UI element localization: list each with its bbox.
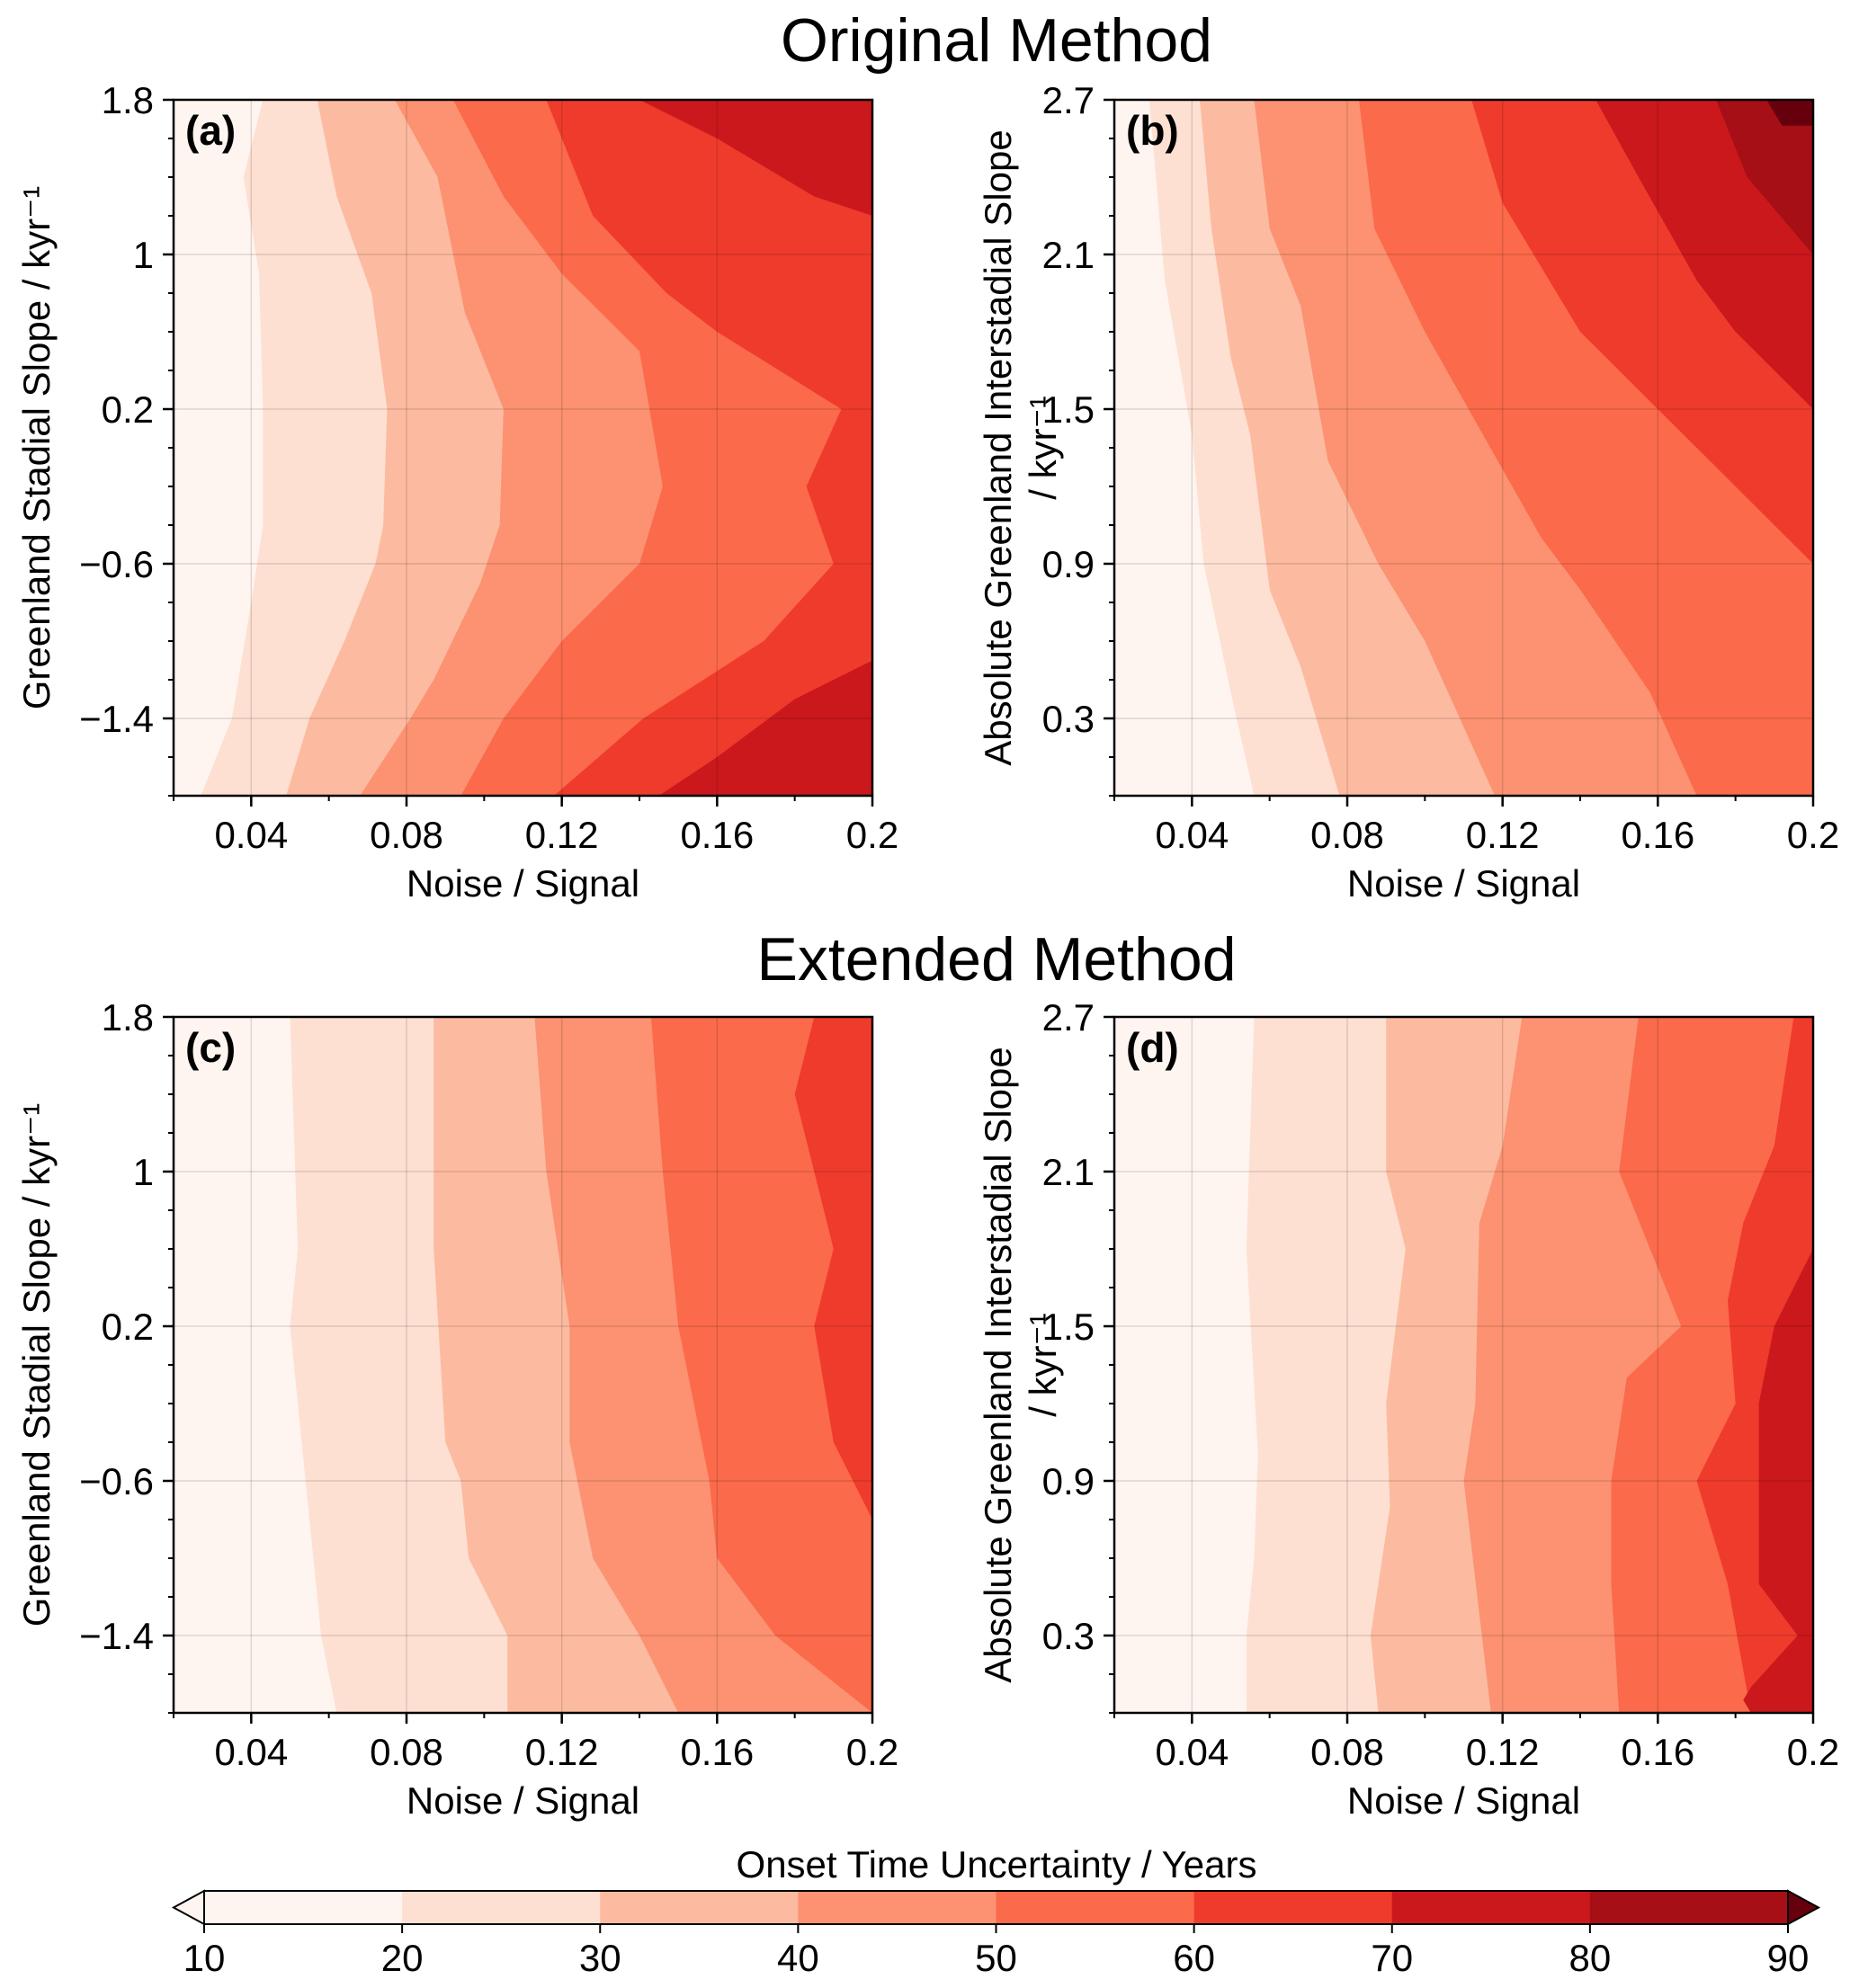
colorbar-extend-max	[1787, 1889, 1821, 1926]
y-tick-label: 1	[133, 1151, 154, 1193]
colorbar-tick-label: 30	[579, 1937, 621, 1979]
contour-band-60	[546, 100, 872, 796]
y-tick-label: −1.4	[79, 1615, 154, 1657]
colorbar-extend-min	[171, 1889, 205, 1926]
panel-label: (b)	[1126, 107, 1179, 154]
x-tick-label: 0.2	[846, 814, 898, 856]
contour-band-50	[650, 1017, 872, 1713]
x-tick-label: 0.04	[1155, 814, 1229, 856]
extended-method-title: Extended Method	[756, 925, 1236, 994]
colorbar-segment	[798, 1891, 997, 1924]
x-tick-label: 0.12	[525, 1731, 599, 1773]
x-tick-label: 0.12	[1466, 814, 1540, 856]
contour-band-70	[1743, 1249, 1813, 1713]
y-tick-label: −0.6	[79, 1460, 154, 1502]
x-tick-label: 0.16	[680, 814, 754, 856]
x-tick-label: 0.04	[1155, 1731, 1229, 1773]
y-tick-label: 0.9	[1042, 543, 1095, 585]
y-tick-label: −1.4	[79, 698, 154, 740]
contour-band-70	[639, 100, 872, 216]
x-axis-label: Noise / Signal	[407, 862, 639, 905]
contour-band-70b	[658, 660, 872, 796]
y-tick-label: 0.2	[102, 388, 154, 431]
colorbar-segment	[204, 1891, 403, 1924]
y-tick-label: 1.5	[1042, 1306, 1095, 1348]
y-tick-label: −0.6	[79, 543, 154, 585]
colorbar-tick-label: 60	[1173, 1937, 1215, 1979]
contour-band-80	[1716, 100, 1813, 254]
colorbar-segment	[1589, 1891, 1789, 1924]
colorbar-segment	[996, 1891, 1195, 1924]
x-tick-label: 0.12	[1466, 1731, 1540, 1773]
x-tick-label: 0.12	[525, 814, 599, 856]
y-tick-label: 1.5	[1042, 388, 1095, 431]
contour-band-60	[794, 1017, 872, 1520]
y-axis-label: Absolute Greenland Interstadial Slope	[977, 1047, 1019, 1682]
colorbar: Onset Time Uncertainty / Years 10 20 30 40 5…	[171, 1843, 1821, 1979]
colorbar-tick-label: 40	[777, 1937, 819, 1979]
y-axis-label: Greenland Stadial Slope / kyr⁻¹	[15, 1103, 58, 1627]
y-axis-label: Greenland Stadial Slope / kyr⁻¹	[15, 186, 58, 709]
colorbar-tick-label: 10	[183, 1937, 226, 1979]
x-tick-label: 0.04	[214, 814, 288, 856]
y-tick-label: 1.8	[102, 996, 154, 1039]
y-tick-label: 2.1	[1042, 234, 1095, 276]
colorbar-tick-label: 50	[975, 1937, 1017, 1979]
panel-label: (a)	[185, 107, 236, 154]
y-tick-label: 2.7	[1042, 996, 1095, 1039]
y-axis-label: Absolute Greenland Interstadial Slope	[977, 129, 1019, 765]
colorbar-segment	[1193, 1891, 1393, 1924]
contour-panels: 0.04 0.08 0.12 0.16 0.2 −1.4 −0.6 0.2 1 1.8 (a) Noi…	[15, 79, 1839, 1822]
x-tick-label: 0.2	[846, 1731, 898, 1773]
y-tick-label: 0.2	[102, 1306, 154, 1348]
x-axis-label: Noise / Signal	[1347, 862, 1580, 905]
y-axis-label-units: / kyr⁻¹	[1022, 1313, 1064, 1416]
colorbar-segment	[1391, 1891, 1591, 1924]
y-tick-label: 0.3	[1042, 698, 1095, 740]
x-tick-label: 0.16	[1621, 814, 1694, 856]
y-tick-label: 1.8	[102, 79, 154, 121]
y-tick-label: 2.1	[1042, 1151, 1095, 1193]
contour-band-90	[1766, 100, 1813, 126]
x-tick-label: 0.16	[680, 1731, 754, 1773]
y-tick-label: 0.3	[1042, 1615, 1095, 1657]
x-axis-label: Noise / Signal	[1347, 1779, 1580, 1822]
x-axis-label: Noise / Signal	[407, 1779, 639, 1822]
x-tick-label: 0.08	[1310, 814, 1384, 856]
panel-a: 0.04 0.08 0.12 0.16 0.2 −1.4 −0.6 0.2 1 1.8 (a) Noi…	[15, 79, 898, 905]
x-tick-label: 0.2	[1787, 1731, 1839, 1773]
colorbar-tick-label: 70	[1371, 1937, 1413, 1979]
panel-b: 0.04 0.08 0.12 0.16 0.2 0.3 0.9 1.5 2.1 2.7 (b) Noi…	[977, 79, 1839, 905]
y-tick-label: 0.9	[1042, 1460, 1095, 1502]
x-tick-label: 0.16	[1621, 1731, 1694, 1773]
panel-c: 0.04 0.08 0.12 0.16 0.2 −1.4 −0.6 0.2 1 1.8 (c) Noi…	[15, 996, 898, 1822]
x-tick-label: 0.2	[1787, 814, 1839, 856]
colorbar-label: Onset Time Uncertainty / Years	[737, 1843, 1257, 1885]
colorbar-segment	[600, 1891, 799, 1924]
x-tick-label: 0.04	[214, 1731, 288, 1773]
original-method-title: Original Method	[781, 6, 1212, 75]
y-tick-label: 2.7	[1042, 79, 1095, 121]
x-tick-label: 0.08	[1310, 1731, 1384, 1773]
x-tick-label: 0.08	[370, 1731, 443, 1773]
y-tick-label: 1	[133, 234, 154, 276]
y-axis-label-units: / kyr⁻¹	[1022, 396, 1064, 499]
panel-d: 0.04 0.08 0.12 0.16 0.2 0.3 0.9 1.5 2.1 2.7 (d) Noi…	[977, 996, 1839, 1822]
panel-label: (c)	[185, 1024, 236, 1071]
colorbar-tick-label: 80	[1569, 1937, 1612, 1979]
x-tick-label: 0.08	[370, 814, 443, 856]
colorbar-tick-label: 90	[1767, 1937, 1810, 1979]
panel-label: (d)	[1126, 1024, 1179, 1071]
colorbar-tick-label: 20	[381, 1937, 424, 1979]
colorbar-segment	[402, 1891, 601, 1924]
